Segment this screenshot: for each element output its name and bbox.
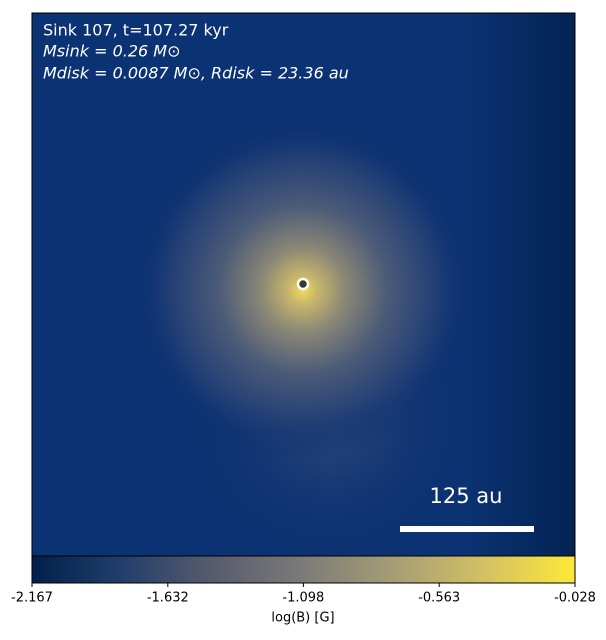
sink-marker [296,277,310,291]
colorbar-tick-label: -2.167 [11,591,53,606]
colorbar [31,555,576,584]
image-panel: Sink 107, t=107.27 kyr Msink = 0.26 M⊙ M… [31,12,576,560]
colorbar-tick-label: -1.632 [147,591,189,606]
annotation: Sink 107, t=107.27 kyr [43,21,229,40]
colorbar-tick-label: -0.563 [418,591,460,606]
annotation: Msink = 0.26 M⊙ [43,42,181,61]
colorbar-tick-label: -0.028 [554,591,596,606]
colorbar-tick-label: -1.098 [282,591,324,606]
scale-bar-label: 125 au [430,484,503,508]
colorbar-label: log(B) [G] [271,611,334,626]
annotation: Mdisk = 0.0087 M⊙, Rdisk = 23.36 au [43,64,349,83]
